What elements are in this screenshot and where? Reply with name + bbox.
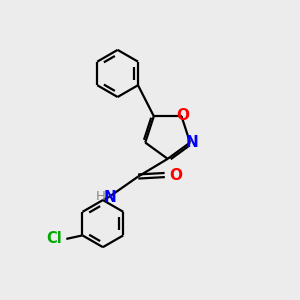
Text: O: O bbox=[170, 167, 183, 182]
Text: O: O bbox=[176, 108, 190, 123]
Text: H: H bbox=[95, 190, 105, 203]
Text: N: N bbox=[103, 190, 116, 205]
Text: N: N bbox=[185, 135, 198, 150]
Text: Cl: Cl bbox=[47, 231, 62, 246]
